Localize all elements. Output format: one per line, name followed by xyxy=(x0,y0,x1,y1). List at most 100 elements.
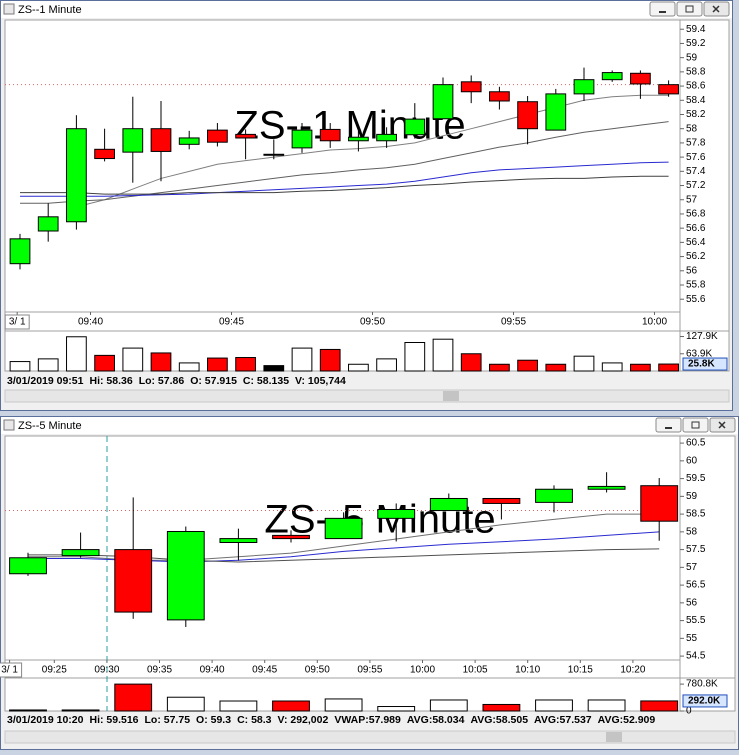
close-glyph xyxy=(718,421,726,429)
date-box xyxy=(0,662,23,678)
candle-body xyxy=(432,84,454,120)
volume-bar xyxy=(319,348,341,372)
y-tick-label: 60 xyxy=(686,455,698,466)
candle-body xyxy=(658,84,679,95)
status-item: V: 105,744 xyxy=(295,375,346,387)
indicator-line xyxy=(20,175,669,195)
x-tick-label: 09:25 xyxy=(42,665,67,676)
last-volume-label: 25.8K xyxy=(688,359,715,370)
y-tick-label: 58.8 xyxy=(686,67,706,78)
volume-tick-label: 0 xyxy=(686,706,692,717)
y-tick-label: 56.5 xyxy=(686,580,706,591)
status-item: 3/01/2019 10:20 xyxy=(7,714,84,726)
x-tick-label: 10:20 xyxy=(620,665,645,676)
candle-body xyxy=(545,93,567,131)
minimize-button[interactable] xyxy=(655,417,682,433)
window-icon xyxy=(3,419,15,431)
volume-bar xyxy=(9,361,31,372)
volume-bar xyxy=(482,703,521,712)
candle-body xyxy=(348,136,369,142)
volume-bar xyxy=(94,354,115,372)
scrollbar-track xyxy=(4,389,730,403)
x-tick-label: 10:10 xyxy=(515,665,540,676)
candle-body xyxy=(272,534,310,540)
x-tick-label: 09:45 xyxy=(252,665,277,676)
scrollbar-thumb[interactable] xyxy=(606,732,622,742)
volume-tick-label: 780.8K xyxy=(686,679,718,690)
candle-body xyxy=(489,91,510,102)
y-tick-label: 59 xyxy=(686,52,698,63)
y-tick-label: 55 xyxy=(686,633,698,644)
last-volume-box xyxy=(682,357,728,371)
volume-bar xyxy=(545,363,567,372)
x-tick-label: 10:00 xyxy=(642,317,667,328)
y-tick-label: 55.5 xyxy=(686,615,706,626)
maximize-button[interactable] xyxy=(682,417,709,433)
candle-body xyxy=(291,129,313,149)
y-tick-label: 56 xyxy=(686,597,698,608)
indicator-line xyxy=(20,161,669,197)
volume-bar xyxy=(640,700,679,712)
y-tick-label: 57.4 xyxy=(686,166,706,177)
title-bar xyxy=(1,417,738,434)
minimize-button[interactable] xyxy=(649,1,676,17)
close-glyph xyxy=(712,5,720,13)
volume-bar xyxy=(9,709,47,712)
y-tick-label: 56.6 xyxy=(686,223,706,234)
volume-bar xyxy=(587,699,626,712)
x-tick-label: 10:15 xyxy=(568,665,593,676)
status-item: VWAP:57.989 xyxy=(334,714,401,726)
y-tick-label: 58.6 xyxy=(686,81,706,92)
x-tick-label: 09:50 xyxy=(360,317,385,328)
candle-body xyxy=(219,538,258,543)
status-item: AVG:57.537 xyxy=(534,714,592,726)
candle-body xyxy=(482,497,521,504)
scrollbar-thumb[interactable] xyxy=(443,391,459,401)
scrollbar-track xyxy=(4,730,736,744)
window-title: ZS--1 Minute xyxy=(18,4,82,16)
y-tick-label: 56 xyxy=(686,265,698,276)
volume-bar xyxy=(207,357,228,372)
x-tick-label: 09:35 xyxy=(147,665,172,676)
maximize-button[interactable] xyxy=(676,1,703,17)
x-tick-label: 09:50 xyxy=(305,665,330,676)
volume-tick-label: 127.9K xyxy=(686,331,718,342)
status-line: 3/01/2019 10:20 Hi: 59.516 Lo: 57.75 O: 59.… xyxy=(7,714,655,726)
volume-bar xyxy=(219,700,258,712)
volume-bar xyxy=(263,365,285,372)
y-tick-label: 60.5 xyxy=(686,438,706,449)
candle-body xyxy=(630,72,651,85)
candle-body xyxy=(601,72,623,81)
status-line: 3/01/2019 09:51 Hi: 58.36 Lo: 57.86 O: 57.9… xyxy=(7,375,346,387)
status-item: V: 292,002 xyxy=(278,714,329,726)
window-title: ZS--5 Minute xyxy=(18,420,82,432)
candle-body xyxy=(207,129,228,143)
volume-bar xyxy=(489,363,510,372)
candle-body xyxy=(114,549,153,613)
candle-body xyxy=(94,148,115,160)
status-item: Lo: 57.86 xyxy=(139,375,185,387)
candle-body xyxy=(150,128,172,152)
status-item: O: 59.3 xyxy=(196,714,231,726)
candle-body xyxy=(377,508,416,519)
y-tick-label: 58 xyxy=(686,123,698,134)
indicator-line xyxy=(20,121,669,204)
candle-body xyxy=(324,517,363,540)
candle-body xyxy=(178,137,200,145)
y-tick-label: 57.6 xyxy=(686,152,706,163)
x-tick-label: 3/ 1 xyxy=(9,317,26,328)
status-item: Hi: 59.516 xyxy=(89,714,138,726)
volume-bar xyxy=(166,696,205,712)
volume-bar xyxy=(150,352,172,372)
y-tick-label: 54.5 xyxy=(686,651,706,662)
status-item: Hi: 58.36 xyxy=(89,375,132,387)
volume-bar xyxy=(535,699,573,712)
candle-body xyxy=(122,128,144,153)
y-tick-label: 58 xyxy=(686,526,698,537)
candle-body xyxy=(319,128,341,142)
status-item: C: 58.135 xyxy=(243,375,289,387)
